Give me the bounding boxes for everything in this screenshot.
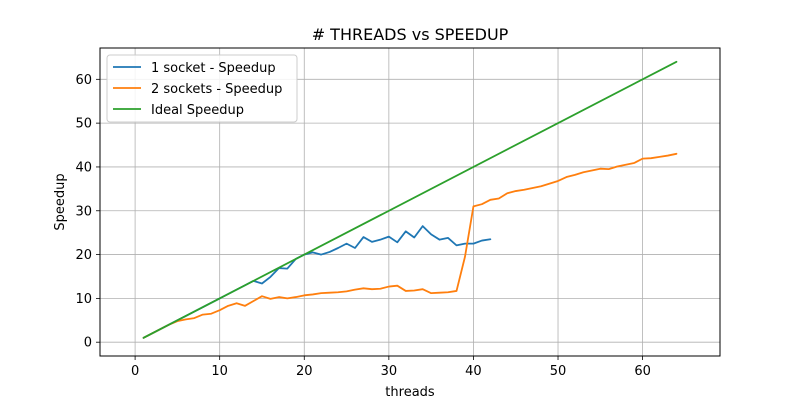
x-tick-label: 20 (296, 364, 313, 379)
y-tick-label: 10 (75, 292, 92, 307)
legend-label-3: Ideal Speedup (151, 103, 244, 118)
legend-label-2: 2 sockets - Speedup (151, 82, 282, 97)
y-tick-label: 50 (75, 117, 92, 132)
y-tick-label: 40 (75, 160, 92, 175)
x-tick-label: 50 (550, 364, 567, 379)
series-layer (142, 60, 678, 339)
series-line-3 (142, 60, 678, 339)
y-tick-label: 60 (75, 73, 92, 88)
x-tick-label: 0 (131, 364, 139, 379)
y-tick-label: 30 (75, 204, 92, 219)
ticks: 0 10 20 30 40 50 60 0 10 20 30 40 50 60 (75, 73, 650, 379)
x-axis-label: threads (385, 385, 435, 400)
legend-box (106, 54, 298, 123)
y-tick-label: 20 (75, 248, 92, 263)
y-axis-label: Speedup (53, 173, 68, 230)
legend-label-1: 1 socket - Speedup (151, 61, 276, 76)
x-tick-label: 10 (211, 364, 228, 379)
y-tick-label: 0 (84, 336, 92, 351)
series-line-2 (142, 152, 678, 339)
x-tick-label: 30 (381, 364, 398, 379)
x-tick-label: 40 (465, 364, 482, 379)
legend: 1 socket - Speedup 2 sockets - Speedup Ide… (106, 54, 298, 123)
chart-title: # THREADS vs SPEEDUP (312, 25, 509, 44)
grid (100, 48, 720, 356)
x-tick-label: 60 (634, 364, 651, 379)
plot-frame (99, 47, 721, 357)
